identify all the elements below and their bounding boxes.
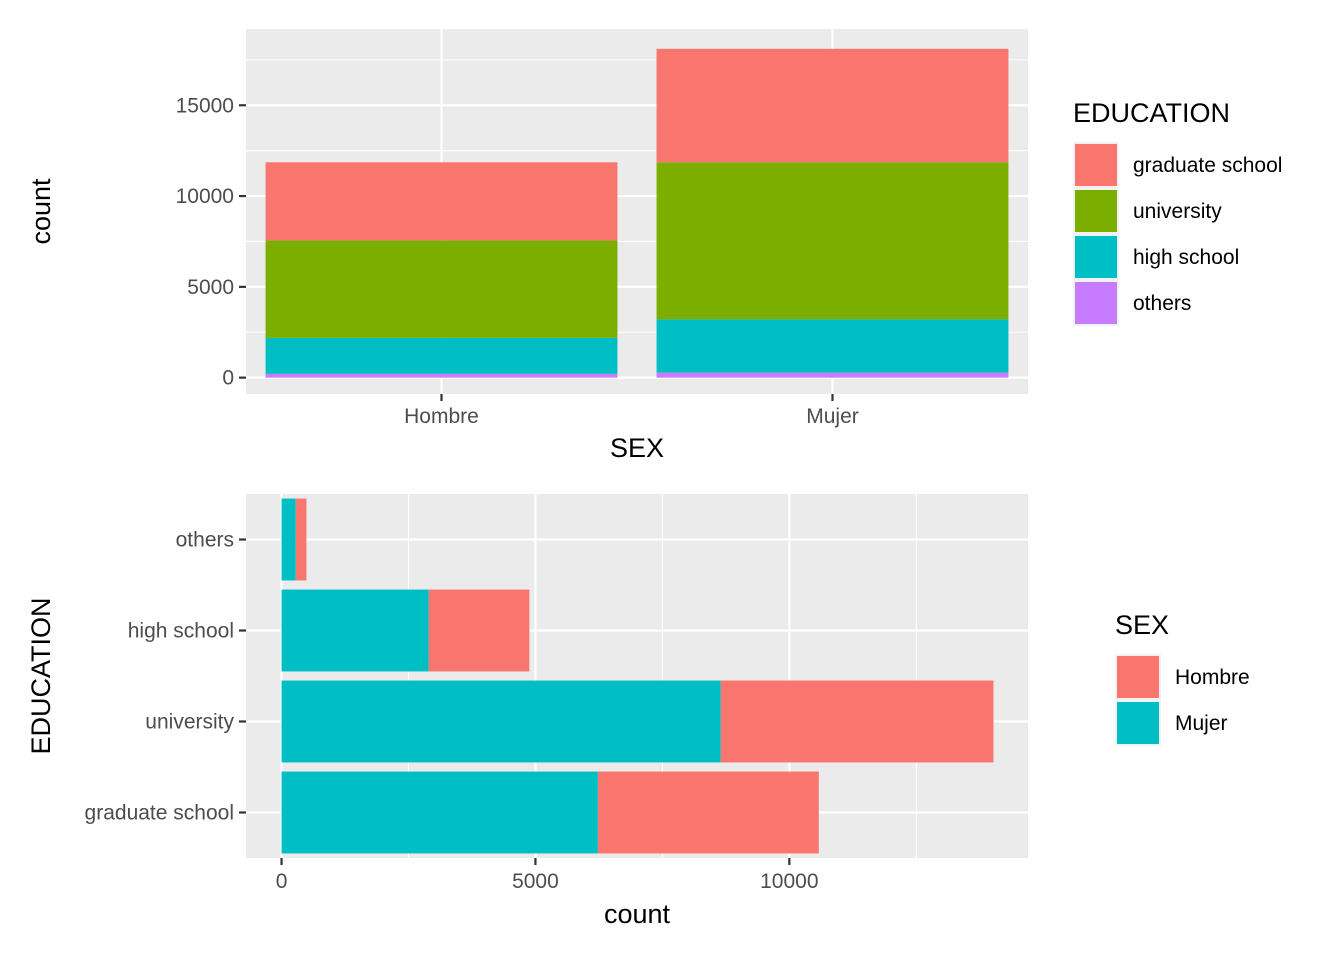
- y-tick-label: high school: [128, 620, 234, 643]
- bar-hombre-others: [265, 373, 618, 378]
- x-tick-label: 5000: [512, 870, 559, 893]
- legend-swatch-university: [1075, 190, 1117, 232]
- x-tick-label: 10000: [760, 870, 818, 893]
- bar-university-hombre: [720, 680, 994, 763]
- legend-label-graduate-school: graduate school: [1133, 154, 1282, 177]
- y-axis-title: EDUCATION: [26, 597, 56, 754]
- bar-high-school-mujer: [281, 589, 429, 672]
- chart-education-by-sex: 0 5000 10000 15000 Hombre Mujer SEX count EDUCAT…: [26, 29, 1282, 463]
- x-tick-label: Mujer: [806, 405, 859, 428]
- y-tick-label: 15000: [176, 94, 234, 117]
- y-tick-label: others: [176, 529, 234, 552]
- y-tick-label: graduate school: [85, 802, 234, 825]
- legend-label-others: others: [1133, 292, 1191, 315]
- bar-mujer-others: [656, 372, 1009, 378]
- bar-mujer-high-school: [656, 319, 1009, 373]
- bar-hombre-graduate-school: [265, 162, 618, 241]
- legend-swatch-hombre: [1117, 656, 1159, 698]
- legend-label-high-school: high school: [1133, 246, 1239, 269]
- legend-label-hombre: Hombre: [1175, 666, 1250, 689]
- bar-university-mujer: [281, 680, 721, 763]
- bar-hombre-university: [265, 240, 618, 338]
- legend-sex: SEX Hombre Mujer: [1115, 610, 1250, 746]
- x-axis-title: SEX: [610, 433, 664, 463]
- legend-title: EDUCATION: [1073, 98, 1230, 128]
- legend-swatch-high-school: [1075, 236, 1117, 278]
- legend-swatch-graduate-school: [1075, 144, 1117, 186]
- legend-swatch-mujer: [1117, 702, 1159, 744]
- bar-hombre-high-school: [265, 337, 618, 374]
- legend-label-university: university: [1133, 200, 1222, 223]
- bar-mujer-graduate-school: [656, 48, 1009, 163]
- y-tick-label: university: [145, 711, 234, 734]
- bar-graduate-school-hombre: [597, 771, 819, 854]
- x-tick-label: 0: [276, 870, 288, 893]
- y-tick-label: 5000: [187, 276, 234, 299]
- y-tick-label: 10000: [176, 185, 234, 208]
- legend-label-mujer: Mujer: [1175, 712, 1228, 735]
- legend-swatch-others: [1075, 282, 1117, 324]
- legend-title: SEX: [1115, 610, 1169, 640]
- x-tick-label: Hombre: [404, 405, 479, 428]
- chart-sex-by-education: graduate school university high school othe…: [26, 494, 1250, 929]
- y-axis-title: count: [26, 178, 56, 245]
- legend-education: EDUCATION graduate school university high s…: [1073, 98, 1282, 326]
- bar-mujer-university: [656, 162, 1009, 320]
- bar-others-mujer: [281, 498, 296, 581]
- bar-others-hombre: [295, 498, 307, 581]
- bar-graduate-school-mujer: [281, 771, 598, 854]
- y-tick-label: 0: [222, 367, 234, 390]
- bar-high-school-hombre: [428, 589, 530, 672]
- x-axis-title: count: [604, 899, 671, 929]
